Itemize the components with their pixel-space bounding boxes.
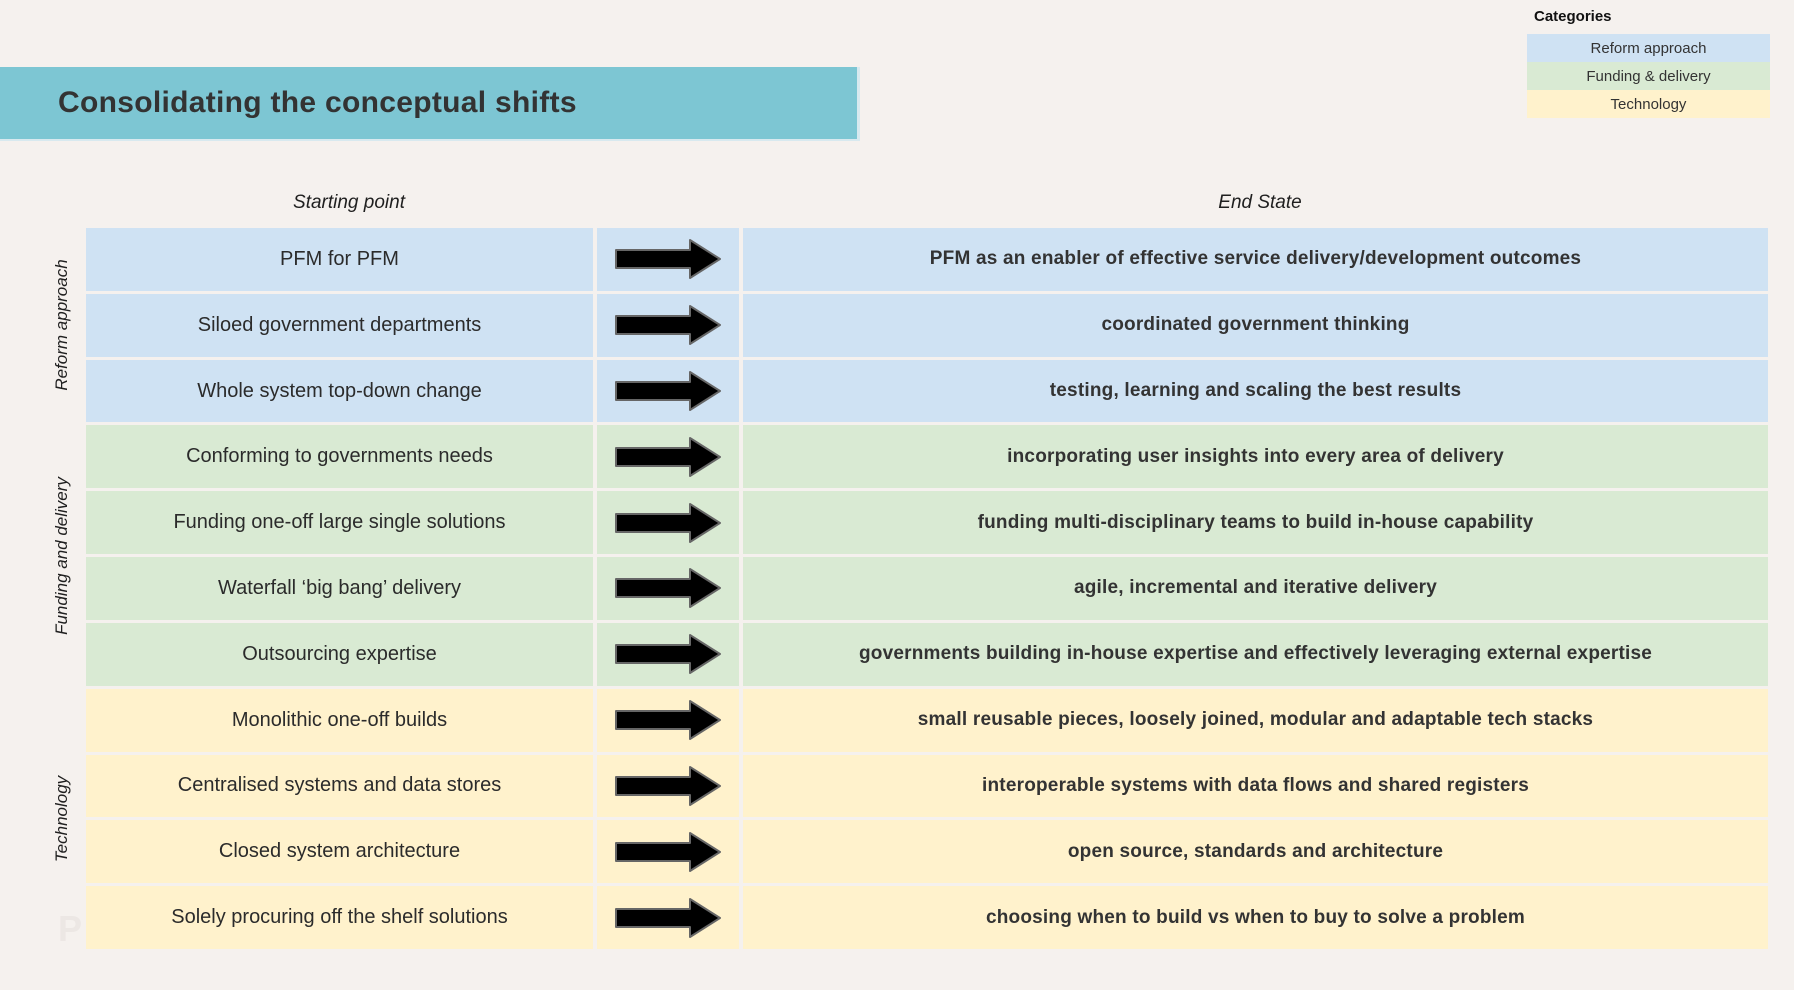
- end-state-cell: PFM as an enabler of effective service d…: [743, 228, 1768, 291]
- starting-point-cell: Siloed government departments: [86, 293, 593, 357]
- categories-legend: Categories Reform approach Funding & deli…: [1527, 8, 1770, 118]
- right-arrow-icon: [597, 688, 739, 752]
- title-banner: Consolidating the conceptual shifts: [0, 67, 860, 141]
- starting-point-cell: Waterfall ‘big bang’ delivery: [86, 557, 593, 620]
- right-arrow-icon: [597, 491, 739, 555]
- starting-point-cell: Closed system architecture: [86, 820, 593, 884]
- right-arrow-icon: [597, 557, 739, 620]
- end-state-cell: choosing when to build vs when to buy to…: [743, 886, 1768, 949]
- end-state-cell: coordinated government thinking: [743, 293, 1768, 357]
- shift-table: PFM for PFM PFM as an enabler of effectiv…: [86, 228, 1768, 949]
- right-arrow-icon: [597, 820, 739, 884]
- end-state-cell: agile, incremental and iterative deliver…: [743, 557, 1768, 620]
- right-arrow-icon: [597, 228, 739, 291]
- page-title: Consolidating the conceptual shifts: [58, 86, 577, 119]
- right-arrow-icon: [597, 754, 739, 818]
- end-state-cell: interoperable systems with data flows an…: [743, 754, 1768, 818]
- group-label-funding-and-delivery: Funding and delivery: [52, 476, 71, 635]
- end-state-cell: testing, learning and scaling the best r…: [743, 359, 1768, 423]
- legend-item-funding-delivery: Funding & delivery: [1527, 62, 1770, 90]
- column-header-starting-point: Starting point: [293, 192, 405, 213]
- starting-point-cell: Solely procuring off the shelf solutions: [86, 886, 593, 949]
- end-state-cell: governments building in-house expertise …: [743, 622, 1768, 686]
- right-arrow-icon: [597, 359, 739, 423]
- starting-point-cell: Monolithic one-off builds: [86, 688, 593, 752]
- legend-heading: Categories: [1534, 8, 1612, 25]
- starting-point-cell: Outsourcing expertise: [86, 622, 593, 686]
- end-state-cell: open source, standards and architecture: [743, 820, 1768, 884]
- end-state-cell: funding multi-disciplinary teams to buil…: [743, 491, 1768, 555]
- right-arrow-icon: [597, 886, 739, 949]
- starting-point-cell: Conforming to governments needs: [86, 425, 593, 489]
- right-arrow-icon: [597, 425, 739, 489]
- legend-items: Reform approach Funding & delivery Technol…: [1527, 34, 1770, 118]
- starting-point-cell: Centralised systems and data stores: [86, 754, 593, 818]
- watermark-letter: P: [58, 908, 83, 949]
- right-arrow-icon: [597, 622, 739, 686]
- group-label-reform-approach: Reform approach: [52, 259, 71, 391]
- legend-item-reform-approach: Reform approach: [1527, 34, 1770, 62]
- legend-item-technology: Technology: [1527, 90, 1770, 118]
- starting-point-cell: Funding one-off large single solutions: [86, 491, 593, 555]
- starting-point-cell: Whole system top-down change: [86, 359, 593, 423]
- column-header-end-state: End State: [1218, 192, 1302, 213]
- starting-point-cell: PFM for PFM: [86, 228, 593, 291]
- group-label-technology: Technology: [52, 775, 71, 863]
- end-state-cell: small reusable pieces, loosely joined, m…: [743, 688, 1768, 752]
- end-state-cell: incorporating user insights into every a…: [743, 425, 1768, 489]
- right-arrow-icon: [597, 293, 739, 357]
